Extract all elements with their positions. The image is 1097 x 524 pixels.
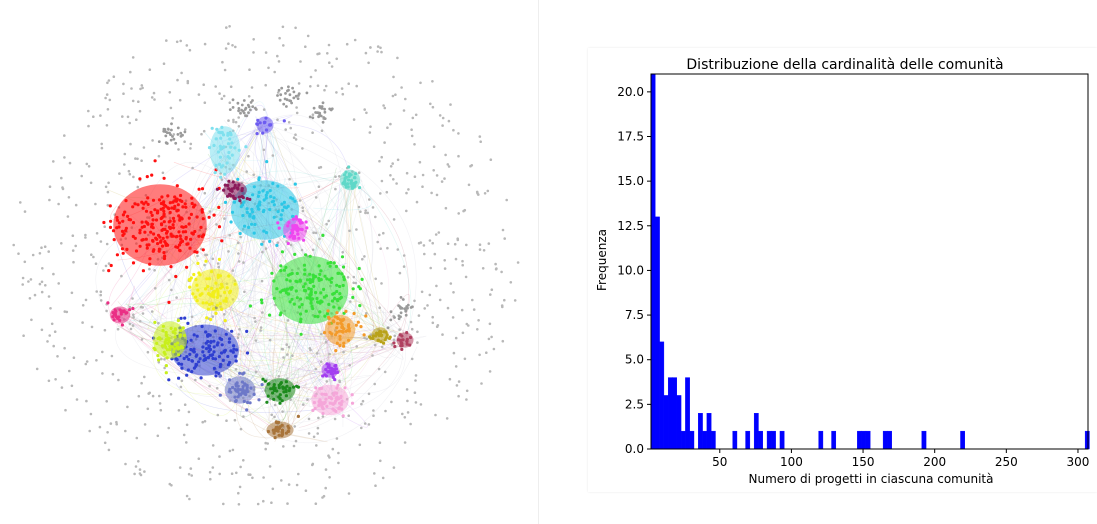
peripheral-nodes <box>12 25 520 506</box>
histogram-bar <box>887 430 892 450</box>
community-light-cyan <box>207 125 248 179</box>
histogram-bar <box>831 430 837 450</box>
y-tick-label: 2.5 <box>625 397 644 411</box>
histogram-bar <box>710 430 716 450</box>
community-yellow <box>187 257 239 323</box>
x-tick-label: 150 <box>852 455 875 469</box>
y-tick-label: 20.0 <box>617 85 644 99</box>
histogram-bar <box>771 430 776 450</box>
x-axis-ticks: 50 100 150 200 250 300 <box>712 449 1089 469</box>
histogram-bar <box>861 430 867 450</box>
community-teal <box>339 165 362 191</box>
histogram-bar <box>706 413 712 450</box>
histogram-bars <box>650 73 1090 450</box>
histogram-bar <box>663 395 669 450</box>
histogram-bar <box>698 413 703 450</box>
panel-divider <box>538 0 539 524</box>
histogram-bar <box>655 216 660 450</box>
y-tick-label: 17.5 <box>617 130 644 144</box>
histogram-bar <box>857 430 862 450</box>
x-tick-label: 300 <box>1067 455 1090 469</box>
network-edges <box>95 101 427 444</box>
community-size-histogram: 50 100 150 200 250 300 0.0 2.5 5.0 7.5 10.0 12.5 15… <box>595 57 1090 486</box>
community-slate-blue <box>218 371 264 412</box>
y-tick-label: 0.0 <box>625 442 644 456</box>
histogram-bar <box>685 377 690 450</box>
y-axis-ticks: 0.0 2.5 5.0 7.5 10.0 12.5 15.0 17.5 20.0 <box>617 85 651 456</box>
community-violet <box>255 116 286 136</box>
community-purple <box>321 362 340 382</box>
histogram-bar <box>753 413 759 450</box>
y-tick-label: 12.5 <box>617 219 644 233</box>
y-tick-label: 7.5 <box>625 308 644 322</box>
community-blue <box>152 306 250 382</box>
histogram-bar <box>680 430 686 450</box>
community-hot-pink <box>106 301 135 327</box>
plot-frame <box>650 73 1089 450</box>
histogram-bar <box>758 430 763 450</box>
histogram-bar <box>921 430 927 450</box>
community-olive <box>368 327 392 345</box>
community-network-graph <box>12 25 520 506</box>
x-tick-label: 250 <box>995 455 1018 469</box>
histogram-bar <box>882 430 888 450</box>
y-tick-label: 10.0 <box>617 263 644 277</box>
histogram-bar <box>667 377 673 450</box>
community-pink <box>311 383 355 418</box>
community-lime <box>152 318 187 375</box>
histogram-bar <box>779 430 785 450</box>
community-maroon <box>392 331 414 351</box>
histogram-bar <box>865 430 871 450</box>
histogram-bar <box>1084 430 1090 450</box>
histogram-bar <box>650 73 656 450</box>
histogram-bar <box>766 430 772 450</box>
y-axis-label: Frequenza <box>595 229 609 291</box>
histogram-bar <box>659 341 665 450</box>
histogram-bar <box>702 430 708 450</box>
community-orange <box>322 309 368 353</box>
histogram-panel: 50 100 150 200 250 300 0.0 2.5 5.0 7.5 10.0 12.5 15… <box>588 48 1097 492</box>
community-dark-magenta <box>215 179 252 203</box>
community-green <box>248 233 364 336</box>
histogram-bar <box>732 430 738 450</box>
x-axis-label: Numero di progetti in ciascuna comunità <box>749 472 994 486</box>
histogram-bar <box>689 430 695 450</box>
histogram-bar <box>960 430 965 450</box>
histogram-bar <box>672 377 677 450</box>
histogram-bar <box>745 430 751 450</box>
y-tick-label: 5.0 <box>625 353 644 367</box>
y-tick-label: 15.0 <box>617 174 644 188</box>
community-brown <box>266 414 300 440</box>
x-tick-label: 50 <box>712 455 727 469</box>
chart-title: Distribuzione della cardinalità delle co… <box>686 57 1003 73</box>
community-red <box>102 159 244 304</box>
community-dark-green <box>261 377 300 405</box>
histogram-bar <box>818 430 824 450</box>
histogram-bar <box>676 395 682 450</box>
x-tick-label: 100 <box>780 455 803 469</box>
community-magenta <box>276 215 309 246</box>
x-tick-label: 200 <box>923 455 946 469</box>
